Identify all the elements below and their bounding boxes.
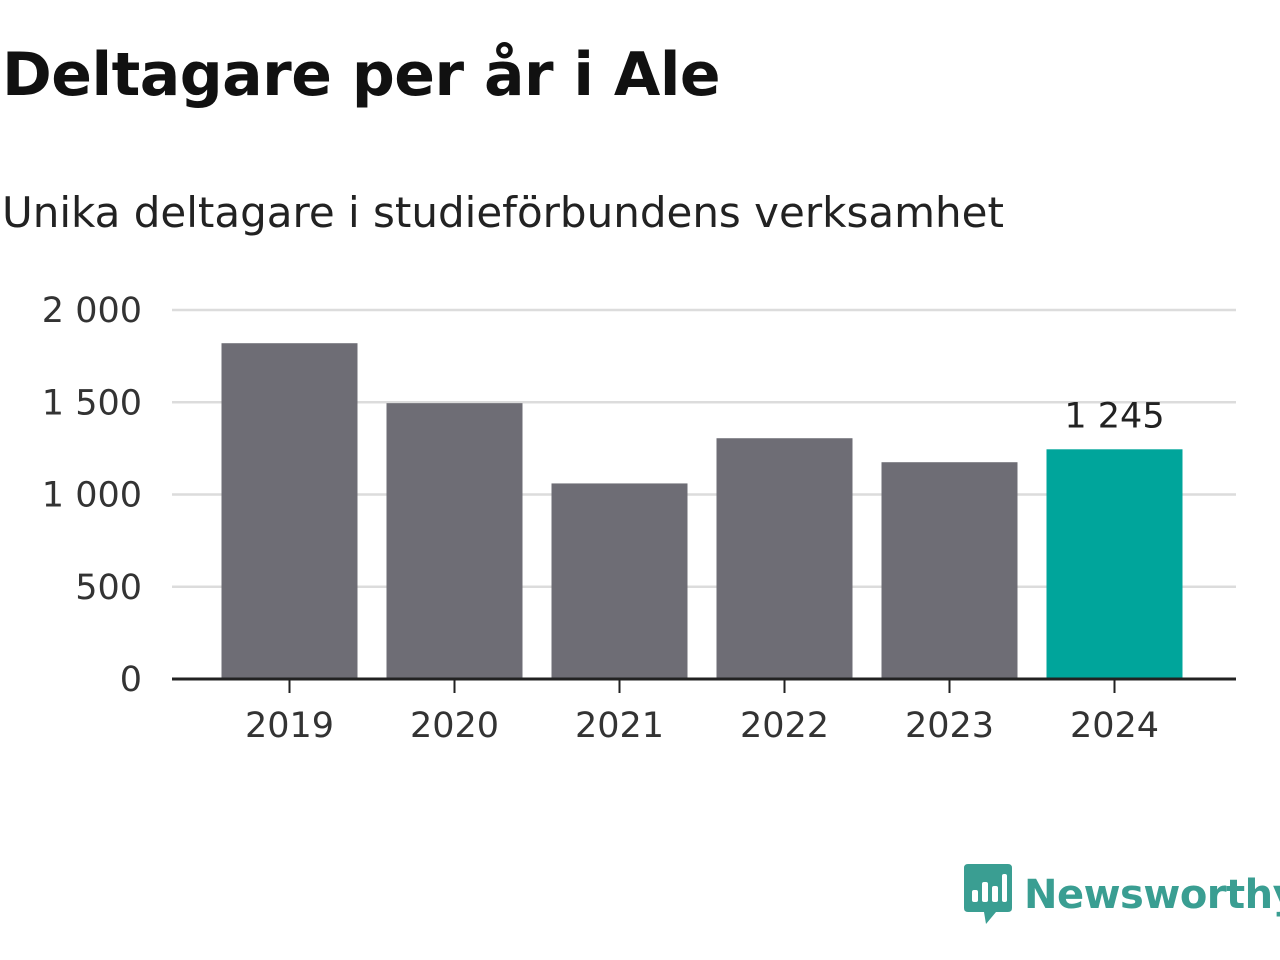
y-tick-label: 2 000 [42, 291, 142, 331]
bar [551, 483, 688, 679]
bars [221, 343, 1183, 679]
x-tick-label: 2020 [410, 706, 499, 746]
x-tick-label: 2024 [1070, 706, 1159, 746]
data-label: 1 245 [1064, 396, 1164, 436]
y-tick-label: 500 [75, 568, 142, 608]
bar [1046, 449, 1183, 679]
x-tick-label: 2023 [905, 706, 994, 746]
newsworthy-logo-icon [964, 864, 1012, 924]
y-tick-label: 0 [120, 660, 142, 700]
bar [386, 403, 523, 679]
chart-subtitle: Unika deltagare i studieförbundens verks… [2, 188, 1004, 237]
y-axis-ticks: 0 500 1 000 1 500 2 000 [42, 291, 142, 700]
x-tick-label: 2022 [740, 706, 829, 746]
x-tick-label: 2021 [575, 706, 664, 746]
chart-title: Deltagare per år i Ale [2, 40, 721, 110]
x-axis: 2019 2020 2021 2022 2023 2024 [172, 677, 1236, 746]
brand-name: Newsworthy [1024, 872, 1280, 918]
bar [716, 438, 853, 679]
brand-logo: Newsworthy [962, 864, 1280, 926]
y-tick-label: 1 500 [42, 383, 142, 423]
bar [881, 462, 1018, 679]
bar [221, 343, 358, 679]
x-tick-label: 2019 [245, 706, 334, 746]
data-labels: 1 245 [1064, 396, 1164, 436]
y-tick-label: 1 000 [42, 476, 142, 516]
